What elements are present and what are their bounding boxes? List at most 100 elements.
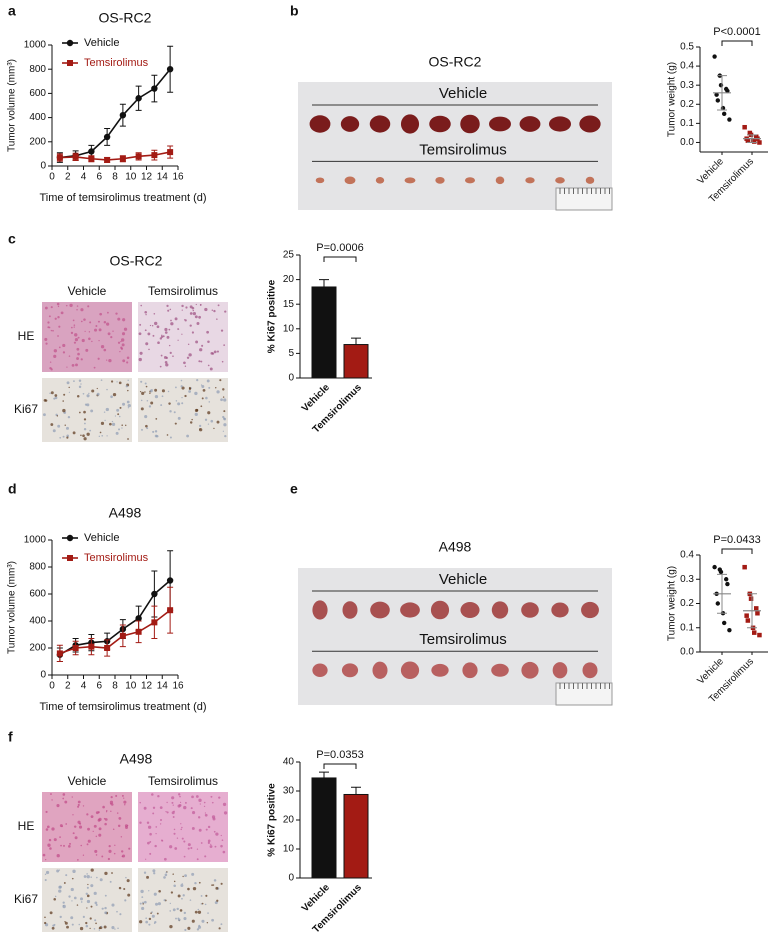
cell [44, 873, 47, 876]
cell [104, 911, 108, 915]
x-tick-label: 0 [49, 172, 55, 183]
cell [205, 396, 208, 400]
cell [196, 928, 200, 931]
cell [58, 889, 62, 893]
error-bar [351, 786, 361, 795]
cell [170, 891, 174, 894]
marker [67, 555, 73, 561]
cell [187, 343, 190, 346]
cell [190, 847, 193, 850]
cell [77, 820, 81, 824]
cell [94, 849, 98, 853]
marker [166, 66, 174, 73]
tumor [369, 115, 391, 133]
tumor [312, 600, 328, 620]
cell [198, 315, 202, 319]
row-label: Ki67 [14, 892, 38, 906]
marker [712, 564, 717, 570]
cell [72, 319, 75, 322]
x-tick-label: 2 [65, 681, 71, 692]
cell [200, 360, 203, 363]
cell [203, 801, 206, 804]
cell [57, 316, 60, 319]
cell [86, 894, 90, 898]
cell [151, 914, 155, 918]
marker [88, 643, 95, 650]
cell [140, 380, 143, 383]
marker [722, 111, 727, 117]
cell [63, 882, 66, 884]
cell [64, 800, 68, 804]
cell [176, 837, 179, 839]
cell [204, 812, 207, 814]
tumor [435, 176, 445, 184]
cell [126, 361, 129, 364]
ruler [555, 682, 613, 706]
marker [56, 650, 63, 657]
row-label: Ki67 [14, 402, 38, 416]
tumor [579, 115, 601, 133]
cell [204, 418, 208, 421]
cell [43, 399, 47, 402]
cell [151, 389, 153, 391]
cell [187, 847, 190, 850]
cell [50, 306, 53, 309]
y-tick-label: 200 [29, 643, 46, 654]
cell [68, 386, 70, 389]
cell [168, 328, 171, 331]
cell [211, 309, 214, 311]
cell [188, 390, 191, 393]
cell [111, 903, 115, 907]
cell [203, 805, 206, 808]
photo-title: A498 [439, 539, 472, 555]
sd-bar [717, 573, 727, 614]
cell [155, 833, 157, 835]
cell [189, 421, 193, 424]
cell [50, 423, 54, 426]
cell [210, 795, 213, 798]
cell [181, 402, 184, 405]
cell [86, 875, 90, 879]
marker [715, 98, 720, 103]
marker [745, 138, 751, 143]
x-tick-label: 2 [65, 172, 71, 183]
cell [213, 830, 216, 833]
cell [164, 360, 168, 364]
panel-letter: a [8, 3, 16, 19]
cell [169, 436, 172, 439]
cell [66, 436, 69, 439]
cell [127, 403, 131, 408]
cell [141, 428, 143, 431]
cell [68, 895, 71, 898]
cell [222, 430, 224, 432]
cell [66, 925, 69, 929]
cell [186, 356, 190, 360]
cell [82, 434, 85, 438]
cell [108, 849, 112, 853]
cell [57, 335, 59, 337]
cell [49, 392, 51, 395]
marker [745, 618, 751, 623]
cell [183, 805, 187, 810]
cell [48, 315, 51, 318]
cell [70, 331, 74, 335]
cell [160, 354, 163, 357]
cell [139, 920, 143, 924]
cell [109, 422, 112, 426]
cell [56, 854, 60, 858]
x-tick-label: 16 [172, 681, 184, 692]
cell [86, 886, 89, 889]
cell [145, 920, 149, 924]
cell [123, 327, 128, 331]
cell [91, 389, 95, 393]
y-tick-label: 0 [40, 670, 46, 681]
marker [754, 606, 759, 611]
y-tick-label: 0.0 [680, 647, 694, 658]
cell [71, 923, 74, 926]
cell [159, 337, 163, 340]
cell [151, 911, 153, 913]
cell [86, 394, 90, 398]
cell [87, 305, 90, 308]
cell [204, 855, 207, 858]
y-tick-label: 0.4 [680, 61, 694, 72]
